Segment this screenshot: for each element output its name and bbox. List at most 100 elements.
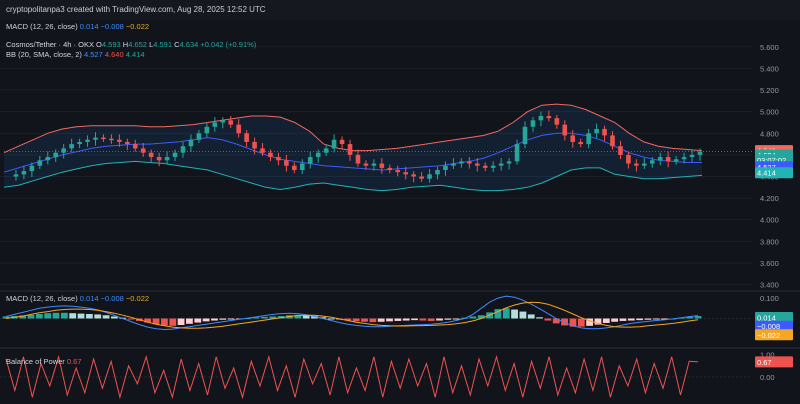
macd-histogram-bar: [586, 318, 594, 326]
candle-body: [642, 163, 647, 166]
price-tick-label: 4.200: [760, 194, 779, 203]
macd-line: [5, 295, 699, 331]
macd-histogram-bar: [519, 311, 527, 319]
candle-body: [339, 139, 345, 145]
candle-body: [244, 133, 249, 142]
macd-histogram-bar: [60, 312, 68, 319]
bb-upper-line: [3, 103, 703, 154]
macd-axis-label-bg: [755, 320, 793, 332]
candle-body: [21, 171, 27, 175]
bop-tick-label: 0.00: [760, 373, 775, 382]
candle-body: [506, 161, 512, 164]
bop-label: Balance of Power: [6, 357, 65, 366]
macd-histogram-bar: [302, 315, 310, 319]
candle-body: [53, 152, 59, 158]
macd-histogram-bar: [511, 309, 518, 319]
candle-body: [284, 160, 289, 166]
candle-body: [180, 146, 186, 153]
macd-histogram-bar: [327, 318, 335, 320]
candle-body: [538, 115, 544, 121]
candle-body: [109, 138, 114, 141]
candle-body: [252, 141, 257, 149]
candle-body: [594, 128, 599, 134]
macd-histogram-bar: [419, 318, 427, 321]
candle-body: [673, 159, 679, 162]
macd-histogram-bar: [619, 318, 627, 321]
macd-histogram-bar: [427, 318, 435, 321]
bb-basis-value: 4.527: [83, 50, 103, 59]
candle-body: [681, 157, 687, 160]
price-legend: Cosmos/Tether · 4h · OKX O4.593 H4.652 L…: [6, 40, 256, 49]
macd-histogram-bar: [544, 318, 552, 321]
candle-body: [419, 176, 424, 179]
candle-body: [347, 144, 353, 155]
candle-body: [156, 157, 162, 161]
macd-histogram-bar: [2, 316, 10, 319]
macd-histogram-bar: [452, 318, 460, 320]
macd-histogram-bar: [577, 318, 585, 327]
price-tick-label: 4.800: [760, 129, 779, 138]
bop-legend: Balance of Power 0.67: [6, 357, 82, 366]
candle-body: [29, 165, 35, 172]
candle-body: [530, 120, 536, 127]
price-axis-label: 03:07:02: [757, 156, 786, 165]
header-macd-legend: MACD (12, 26, close) 0.014 −0.008 −0.022: [6, 22, 149, 31]
candle-body: [602, 128, 607, 136]
macd-histogram-bar: [202, 318, 210, 322]
macd-histogram-bar: [527, 314, 535, 319]
candle-body: [435, 170, 440, 175]
macd-histogram-bar: [627, 318, 635, 321]
macd-histogram-bar: [477, 315, 485, 319]
price-tick-label: 3.600: [760, 259, 779, 268]
macd-histogram-bar: [444, 318, 452, 320]
candle-body: [618, 146, 623, 155]
candle-body: [188, 139, 194, 147]
candle-body: [634, 163, 639, 166]
macd-histogram-bar: [594, 318, 602, 325]
bop-line: [5, 354, 699, 400]
candle-body: [13, 174, 19, 177]
high-label: H: [122, 40, 129, 49]
macd-histogram-bar: [561, 318, 569, 326]
candle-body: [498, 163, 504, 166]
candle-body: [292, 165, 297, 171]
bb-basis-line: [3, 132, 702, 173]
macd-signal-line: [5, 301, 699, 329]
macd-histogram-bar: [144, 318, 152, 323]
macd-histogram-bar: [252, 317, 260, 319]
open-value: 4.593: [101, 40, 121, 49]
candle-body: [45, 157, 51, 161]
macd-histogram-bar: [411, 318, 418, 321]
candle-body: [220, 120, 226, 123]
close-value: 4.634: [179, 40, 199, 49]
price-tick-label: 5.400: [760, 64, 779, 73]
close-label: C: [174, 40, 180, 49]
candle-body: [355, 154, 361, 164]
candle-body: [459, 161, 464, 164]
change-value: +0.042 (+0.91%): [200, 40, 257, 49]
macd-histogram-bar: [169, 318, 177, 326]
candle-body: [37, 160, 43, 166]
candle-body: [323, 148, 329, 153]
price-tick-label: 5.200: [760, 86, 779, 95]
macd-histogram-bar: [611, 318, 619, 322]
price-tick-label: 3.400: [760, 281, 779, 290]
macd-histogram-bar: [102, 315, 110, 319]
macd-histogram-bar: [186, 318, 193, 324]
candle-body: [77, 141, 82, 145]
candle-body: [610, 135, 615, 147]
candle-body: [307, 157, 313, 164]
candle-body: [299, 163, 305, 171]
macd-histogram-bar: [227, 318, 235, 320]
chart-background: [0, 20, 800, 404]
macd-histogram-bar: [661, 318, 669, 320]
candle-body: [315, 152, 321, 158]
macd-histogram-bar: [652, 318, 660, 320]
price-tick-label: 5.600: [760, 43, 779, 52]
candle-body: [626, 154, 631, 164]
macd-legend-signal: −0.008: [100, 294, 124, 303]
candle-body: [586, 133, 591, 145]
candle-body: [657, 157, 663, 161]
macd-histogram-bar: [644, 318, 652, 320]
